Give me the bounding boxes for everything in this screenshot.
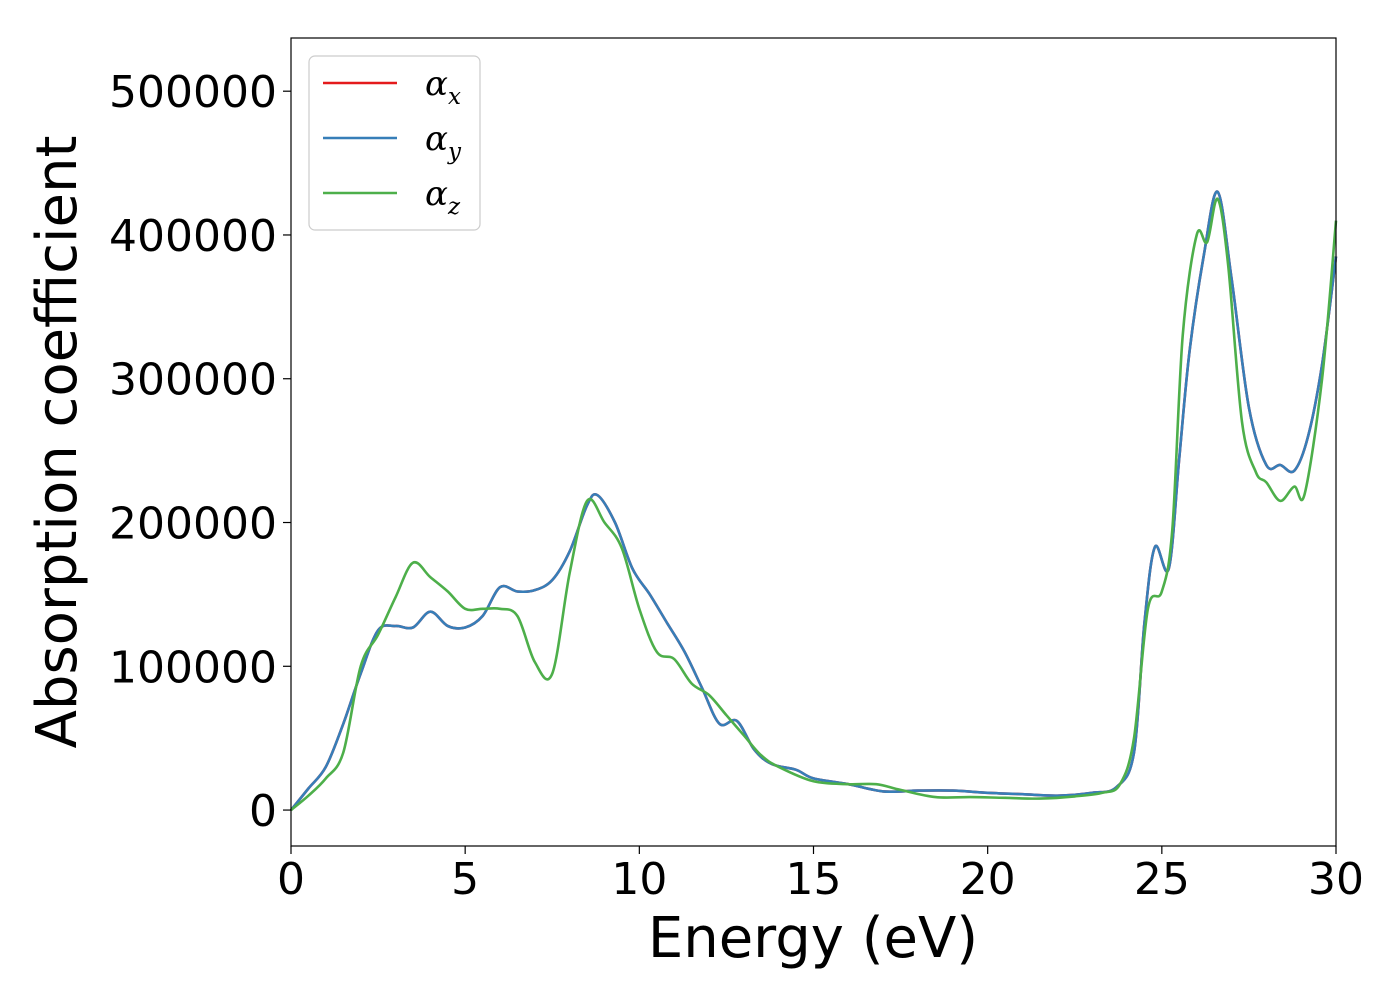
series-layer: [289, 190, 1338, 812]
y-tick-label: 300000: [109, 355, 277, 406]
x-tick-label: 15: [786, 854, 842, 905]
x-tick-label: 10: [611, 854, 667, 905]
x-tick-label: 30: [1308, 854, 1364, 905]
y-tick-label: 0: [249, 786, 277, 837]
series-line-alpha-z: [290, 197, 1338, 812]
legend-label-alpha-y: αy: [425, 119, 462, 165]
legend-label-subscript: x: [448, 84, 461, 110]
x-axis: 0 5 10 15 20 25 30: [277, 846, 1364, 905]
series-line-alpha-y: [289, 190, 1338, 811]
y-tick-label: 100000: [109, 642, 277, 693]
x-tick-label: 25: [1134, 854, 1190, 905]
y-tick-label: 500000: [109, 67, 277, 118]
x-tick-label: 5: [451, 854, 479, 905]
legend-label-alpha-z: αz: [425, 174, 461, 220]
y-tick-label: 200000: [109, 499, 277, 550]
x-tick-label: 20: [960, 854, 1016, 905]
legend-box: [308, 55, 481, 231]
legend-label-symbol: α: [425, 119, 448, 159]
legend-label-symbol: α: [425, 174, 448, 214]
x-tick-label: 0: [277, 854, 305, 905]
x-axis-title: Energy (eV): [648, 906, 978, 971]
legend-label-subscript: z: [447, 194, 461, 220]
legend-label-symbol: α: [425, 64, 448, 104]
y-axis: 0 100000 200000 300000 400000 500000: [109, 67, 291, 837]
y-tick-label: 400000: [109, 211, 277, 262]
y-axis-title: Absorption coefficient: [25, 136, 90, 749]
legend-label-alpha-x: αx: [425, 64, 461, 110]
legend-label-subscript: y: [447, 139, 462, 165]
